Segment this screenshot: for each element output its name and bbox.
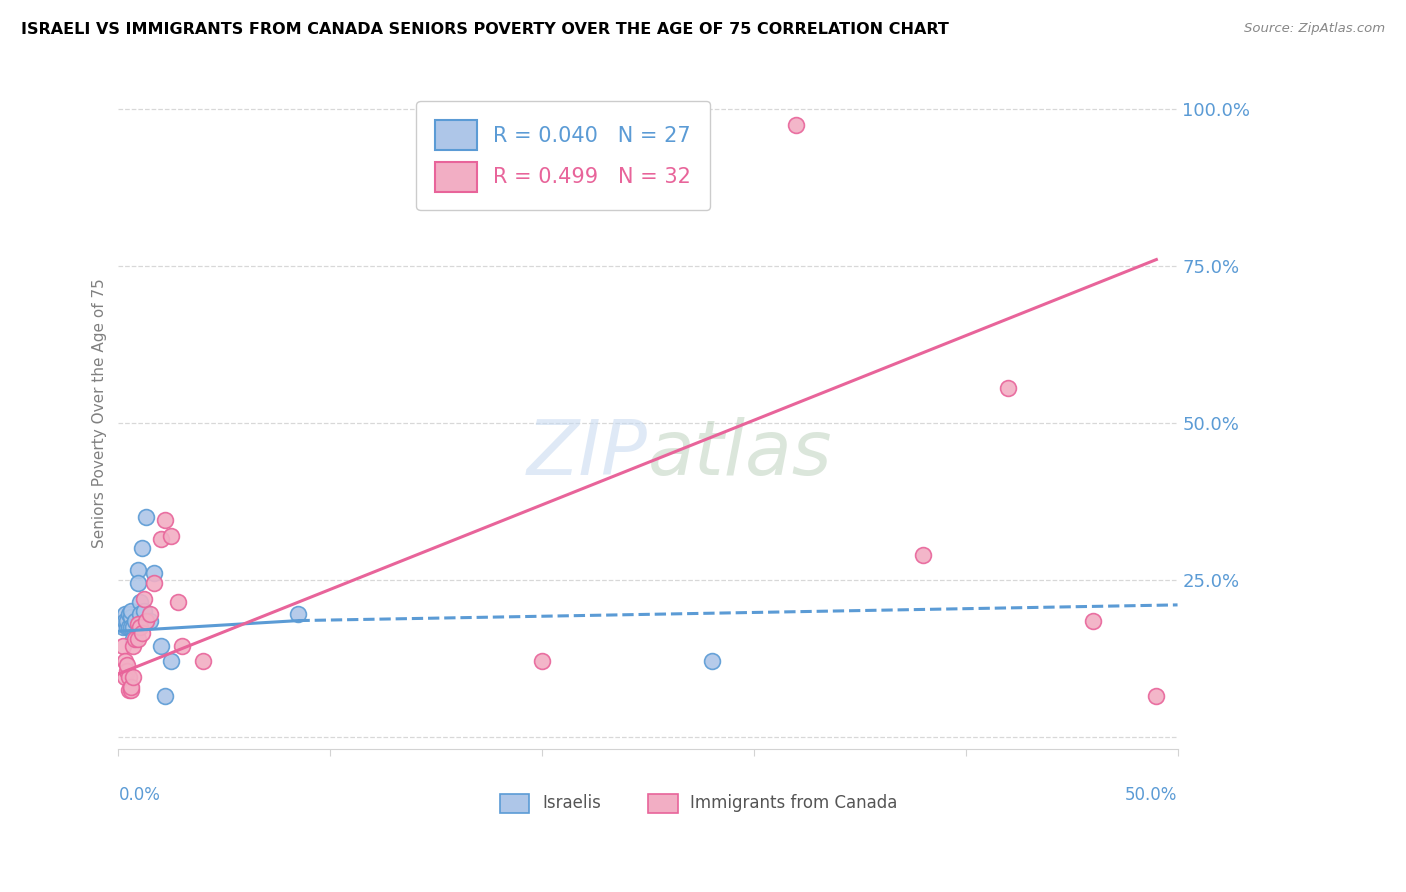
Point bbox=[1081, 614, 1104, 628]
Point bbox=[120, 604, 142, 618]
Point bbox=[115, 620, 138, 634]
Point bbox=[149, 532, 172, 546]
Point bbox=[124, 632, 146, 647]
Point bbox=[149, 639, 172, 653]
Point bbox=[114, 654, 136, 668]
Point bbox=[114, 607, 136, 622]
Point bbox=[132, 604, 155, 618]
Point bbox=[122, 620, 145, 634]
Point bbox=[128, 607, 150, 622]
Text: ISRAELI VS IMMIGRANTS FROM CANADA SENIORS POVERTY OVER THE AGE OF 75 CORRELATION: ISRAELI VS IMMIGRANTS FROM CANADA SENIOR… bbox=[21, 22, 949, 37]
Point bbox=[287, 607, 309, 622]
Point bbox=[120, 610, 142, 624]
Point bbox=[115, 664, 138, 678]
Y-axis label: Seniors Poverty Over the Age of 75: Seniors Poverty Over the Age of 75 bbox=[93, 278, 107, 549]
Point bbox=[997, 381, 1019, 395]
Point bbox=[135, 510, 157, 524]
Point bbox=[166, 595, 188, 609]
FancyBboxPatch shape bbox=[499, 794, 530, 814]
Point bbox=[131, 541, 153, 556]
Point bbox=[785, 118, 807, 132]
Point bbox=[143, 566, 166, 581]
Point bbox=[118, 620, 141, 634]
Point bbox=[122, 632, 145, 647]
Point bbox=[118, 607, 141, 622]
Point bbox=[122, 639, 145, 653]
Point bbox=[114, 614, 136, 628]
Point bbox=[120, 620, 142, 634]
Point bbox=[170, 639, 193, 653]
Point bbox=[135, 614, 157, 628]
Text: 0.0%: 0.0% bbox=[118, 786, 160, 805]
Text: ZIP: ZIP bbox=[527, 417, 648, 491]
FancyBboxPatch shape bbox=[648, 794, 678, 814]
Point bbox=[912, 548, 935, 562]
Text: Israelis: Israelis bbox=[543, 794, 600, 812]
Point bbox=[118, 670, 141, 684]
Point bbox=[111, 620, 134, 634]
Point bbox=[127, 632, 149, 647]
Point bbox=[120, 682, 142, 697]
Point bbox=[115, 614, 138, 628]
Text: 50.0%: 50.0% bbox=[1125, 786, 1178, 805]
Point bbox=[128, 620, 150, 634]
Point bbox=[160, 529, 183, 543]
Point bbox=[139, 614, 162, 628]
Text: atlas: atlas bbox=[648, 417, 832, 491]
Text: Source: ZipAtlas.com: Source: ZipAtlas.com bbox=[1244, 22, 1385, 36]
Point bbox=[153, 689, 176, 703]
Point bbox=[531, 654, 554, 668]
Point bbox=[122, 670, 145, 684]
Point bbox=[124, 614, 146, 628]
Legend: R = 0.040   N = 27, R = 0.499   N = 32: R = 0.040 N = 27, R = 0.499 N = 32 bbox=[416, 102, 710, 211]
Point bbox=[700, 654, 723, 668]
Point bbox=[153, 513, 176, 527]
Point bbox=[127, 616, 149, 631]
Point bbox=[114, 670, 136, 684]
Point bbox=[127, 575, 149, 590]
Point bbox=[120, 680, 142, 694]
Point bbox=[131, 626, 153, 640]
Point bbox=[111, 639, 134, 653]
Point bbox=[160, 654, 183, 668]
Point bbox=[193, 654, 215, 668]
Text: Immigrants from Canada: Immigrants from Canada bbox=[690, 794, 897, 812]
Point bbox=[1144, 689, 1167, 703]
Point bbox=[115, 657, 138, 672]
Point bbox=[128, 595, 150, 609]
Point bbox=[127, 563, 149, 577]
Point bbox=[132, 591, 155, 606]
Point bbox=[139, 607, 162, 622]
Point bbox=[118, 682, 141, 697]
Point bbox=[143, 575, 166, 590]
